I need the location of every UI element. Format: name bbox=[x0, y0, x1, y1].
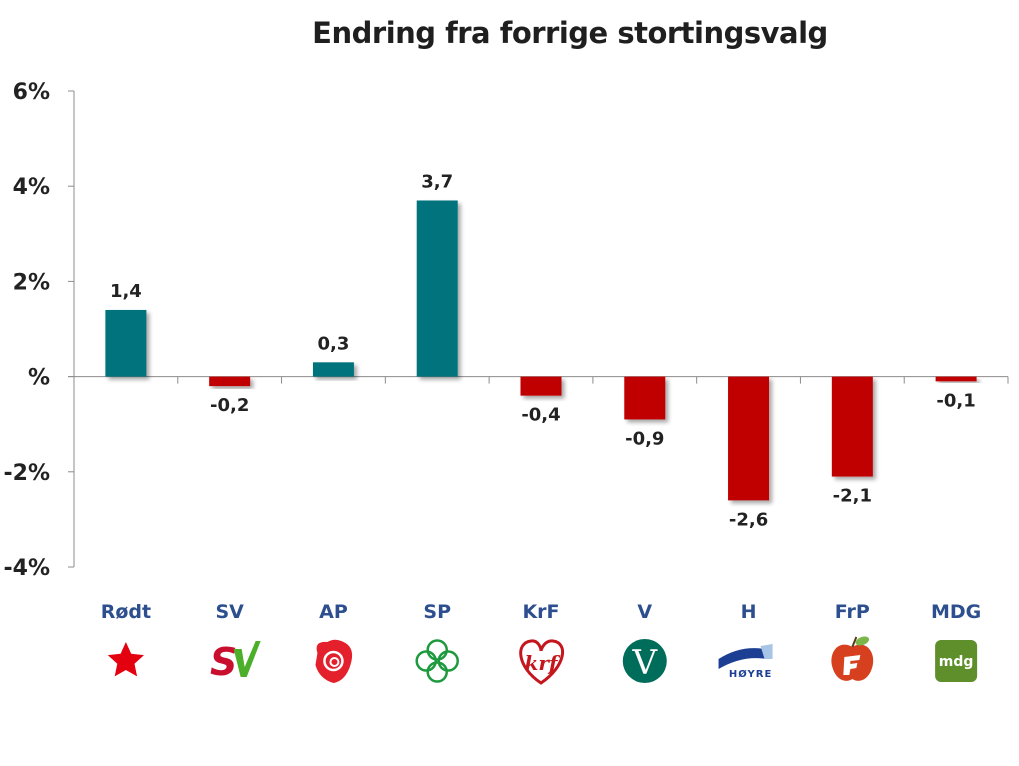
rose-shape bbox=[315, 639, 353, 683]
data-label: -0,4 bbox=[521, 405, 560, 426]
bar bbox=[105, 309, 147, 377]
hoyre-logo: HØYRE bbox=[718, 644, 773, 680]
bars bbox=[105, 200, 977, 501]
bar bbox=[831, 376, 873, 477]
ap-rose-logo bbox=[315, 639, 353, 683]
data-label: 3,7 bbox=[421, 171, 453, 192]
y-tick-label: 2% bbox=[13, 270, 50, 295]
mdg-square bbox=[935, 640, 978, 682]
rose-inner bbox=[323, 650, 344, 672]
data-label: -0,2 bbox=[210, 395, 249, 416]
data-label: -2,6 bbox=[729, 509, 768, 530]
clover-leaf bbox=[415, 650, 437, 672]
clover-leaf bbox=[437, 650, 459, 672]
mdg-text: mdg bbox=[939, 654, 974, 670]
frp-f-glyph bbox=[843, 655, 861, 675]
data-label: 0,3 bbox=[317, 333, 349, 354]
x-tick-label: SP bbox=[423, 601, 451, 623]
x-tick-label: MDG bbox=[931, 601, 981, 623]
v-glyph: V bbox=[631, 643, 658, 683]
rodt-star-logo bbox=[107, 642, 144, 677]
bar bbox=[209, 376, 251, 387]
x-tick-label: FrP bbox=[835, 601, 870, 623]
venstre-v-logo: V bbox=[622, 639, 667, 683]
x-tick-label: SV bbox=[215, 601, 244, 623]
data-labels: 1,4 -0,2 0,3 3,7 -0,4 -0,9 -2,6 -2,1 -0,1 bbox=[110, 171, 976, 530]
hoyre-swoosh bbox=[718, 648, 767, 669]
apple-leaf bbox=[855, 636, 870, 646]
bar bbox=[312, 362, 354, 377]
sv-logo: S bbox=[210, 640, 261, 684]
data-label: -0,1 bbox=[936, 390, 975, 411]
krf-heart-logo: krf bbox=[519, 639, 564, 685]
data-label: -2,1 bbox=[833, 486, 872, 507]
x-tick-label: AP bbox=[319, 601, 348, 623]
sv-s-glyph: S bbox=[210, 640, 237, 684]
data-label: 1,4 bbox=[110, 281, 142, 302]
heart-outline bbox=[519, 639, 564, 685]
hoyre-flag bbox=[760, 644, 773, 659]
y-tick-label: % bbox=[28, 366, 50, 391]
krf-letters: krf bbox=[525, 651, 561, 675]
x-tick-label: Rødt bbox=[101, 601, 151, 623]
y-tick-label: -2% bbox=[4, 461, 50, 486]
v-circle bbox=[622, 639, 667, 683]
hoyre-text: HØYRE bbox=[729, 668, 772, 680]
y-tick-label: 6% bbox=[13, 80, 50, 105]
data-label: -0,9 bbox=[625, 428, 664, 449]
category-labels: Rødt SV AP SP KrF V H FrP MDG bbox=[101, 601, 982, 623]
bar bbox=[416, 200, 458, 377]
apple-stem bbox=[851, 636, 858, 648]
axes: 6% 4% 2%% -2% -4% bbox=[4, 80, 1009, 581]
star-shape bbox=[107, 642, 144, 677]
sv-v-glyph bbox=[233, 641, 261, 677]
clover-leaf bbox=[426, 661, 448, 683]
clover-leaf bbox=[426, 639, 448, 661]
mdg-logo: mdg bbox=[935, 640, 978, 682]
x-tick-label: V bbox=[637, 601, 652, 623]
frp-apple-logo bbox=[831, 636, 874, 681]
bar bbox=[624, 376, 666, 420]
x-tick-label: KrF bbox=[522, 601, 559, 623]
y-tick-label: -4% bbox=[4, 556, 50, 581]
y-tick-label: 4% bbox=[13, 175, 50, 200]
bar bbox=[520, 376, 562, 396]
bar bbox=[935, 376, 977, 382]
chart-title: Endring fra forrige stortingsvalg bbox=[312, 16, 828, 50]
apple-body bbox=[831, 644, 874, 681]
rose-core bbox=[329, 657, 340, 667]
x-tick-label: H bbox=[741, 601, 757, 623]
sp-clover-logo bbox=[415, 639, 459, 683]
bar bbox=[728, 376, 770, 501]
